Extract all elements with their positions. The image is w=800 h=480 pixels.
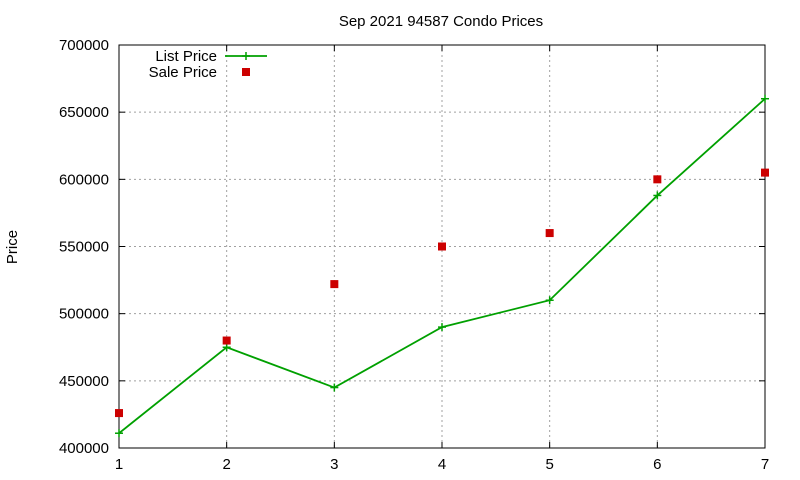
list-price-point — [761, 94, 769, 103]
sale-price-point — [545, 229, 554, 238]
sale-price-point — [222, 336, 231, 345]
y-tick-label: 450000 — [59, 373, 109, 390]
sale-price-point — [115, 409, 123, 418]
x-tick-label: 3 — [330, 456, 338, 473]
sale-price-point — [330, 280, 339, 289]
x-tick-label: 1 — [115, 456, 123, 473]
x-tick-label: 7 — [761, 456, 769, 473]
y-tick-label: 600000 — [59, 171, 109, 188]
list-price-point — [545, 296, 554, 305]
list-price-point — [115, 429, 123, 438]
y-tick-label: 700000 — [59, 37, 109, 54]
legend-plus-swatch — [242, 52, 250, 60]
y-tick-label: 550000 — [59, 239, 109, 256]
legend-square-swatch — [242, 68, 250, 76]
sale-price-point — [761, 168, 769, 177]
series-list-price — [115, 94, 769, 438]
list-price-point — [222, 343, 231, 352]
y-axis-label: Price — [4, 230, 21, 264]
series-sale-price — [115, 168, 769, 418]
sale-price-point — [438, 242, 446, 251]
x-tick-label: 6 — [653, 456, 661, 473]
list-price-point — [438, 323, 446, 332]
legend-label: List Price — [155, 48, 217, 65]
chart-title: Sep 2021 94587 Condo Prices — [339, 13, 543, 30]
data-series — [115, 94, 769, 438]
list-price-point — [653, 191, 662, 200]
axis-ticks: 1 2 3 4 5 6 7 400000 450000 500000 550000 600000 650… — [59, 37, 769, 473]
x-tick-label: 5 — [545, 456, 553, 473]
y-tick-label: 400000 — [59, 440, 109, 457]
y-tick-label: 500000 — [59, 306, 109, 323]
legend-label: Sale Price — [149, 64, 217, 81]
y-tick-label: 650000 — [59, 104, 109, 121]
x-tick-label: 2 — [222, 456, 230, 473]
x-tick-label: 4 — [438, 456, 446, 473]
list-price-point — [330, 383, 339, 392]
sale-price-point — [653, 175, 662, 184]
